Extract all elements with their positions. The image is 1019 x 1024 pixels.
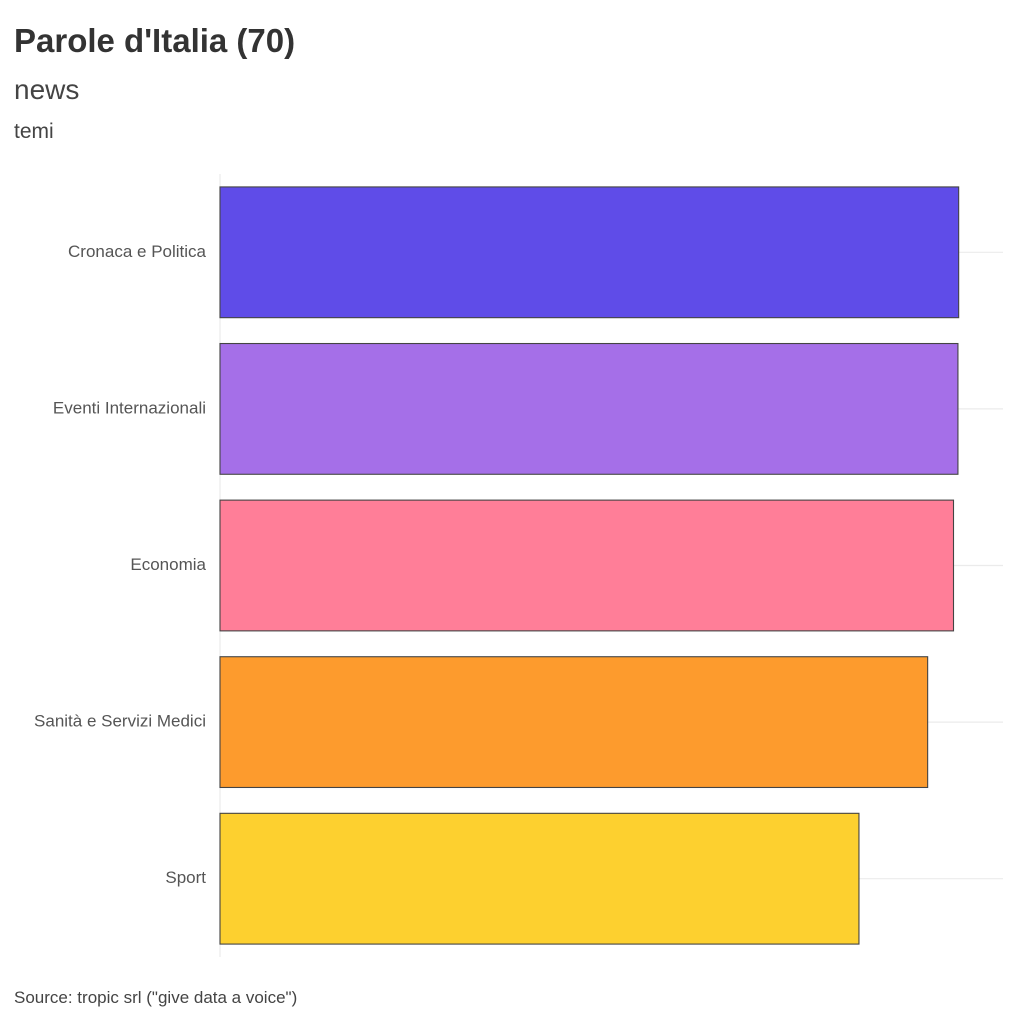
y-axis-title: temi bbox=[14, 120, 54, 143]
source-caption: Source: tropic srl ("give data a voice") bbox=[14, 988, 298, 1007]
category-tick-label: Sport bbox=[165, 868, 206, 887]
category-tick-label: Eventi Internazionali bbox=[53, 398, 206, 417]
bar bbox=[219, 812, 860, 945]
category-tick-label: Sanità e Servizi Medici bbox=[34, 712, 206, 731]
category-tick-label: Economia bbox=[130, 555, 206, 574]
bar bbox=[219, 342, 959, 475]
chart-subtitle: news bbox=[14, 74, 80, 105]
bar bbox=[219, 656, 929, 789]
bars bbox=[219, 186, 960, 945]
category-tick-label: Cronaca e Politica bbox=[68, 242, 207, 261]
category-tick-labels: Cronaca e Politica Eventi Internazionali E… bbox=[34, 242, 207, 887]
chart-title: Parole d'Italia (70) bbox=[14, 22, 296, 59]
bar bbox=[219, 499, 955, 632]
bar bbox=[219, 186, 960, 319]
